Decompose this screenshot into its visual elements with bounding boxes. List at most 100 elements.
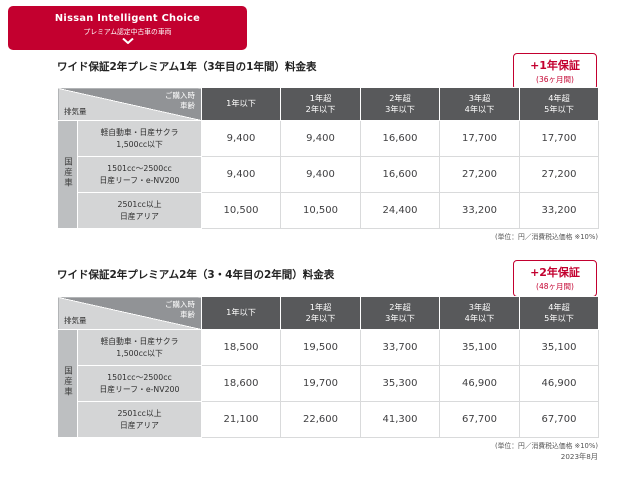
price-cell: 9,400 — [280, 156, 361, 193]
badge-main-text: +2年保証 — [530, 266, 580, 279]
footer-date: 2023年8月 — [560, 452, 598, 461]
axis-line: ご購入時 — [165, 300, 195, 309]
header-line: 1年超 — [309, 92, 332, 103]
table-row: 1501cc〜2500cc 日産リーフ・e-NV200 9,400 9,400 1… — [58, 156, 599, 193]
table1-price-table: ご購入時 車齢 排気量 1年以下 1年超 2年以下 2年超 3年以下 3年超 4年以下… — [57, 87, 599, 229]
nissan-brand-banner: Nissan Intelligent Choice プレミアム認定中古車の車両 — [8, 6, 247, 50]
header-line: 3年超 — [468, 301, 491, 312]
purchase-age-axis-label: ご購入時 車齢 — [165, 91, 195, 111]
header-line: 1年以下 — [226, 307, 256, 318]
table-row: 国産車 軽自動車・日産サクラ 1,500cc以下 18,500 19,500 33… — [57, 329, 599, 438]
axis-corner-cell: ご購入時 車齢 排気量 — [57, 87, 202, 121]
price-cell: 33,700 — [360, 329, 440, 366]
row-label-cell: 軽自動車・日産サクラ 1,500cc以下 — [77, 329, 202, 366]
col-header: 1年以下 — [201, 296, 281, 330]
table2-price-table: ご購入時 車齢 排気量 1年以下 1年超 2年以下 2年超 3年以下 3年超 4年以下… — [57, 296, 599, 438]
label-line: 軽自動車・日産サクラ — [100, 128, 179, 138]
price-cell: 33,200 — [519, 192, 599, 229]
header-line: 3年超 — [468, 92, 491, 103]
col-header: 2年超 3年以下 — [360, 87, 440, 121]
label-line: 2501cc以上 — [117, 200, 162, 210]
row-label-cell: 2501cc以上 日産アリア — [77, 401, 202, 438]
row-label-cell: 2501cc以上 日産アリア — [77, 192, 202, 229]
price-cell: 33,200 — [439, 192, 520, 229]
col-header: 2年超 3年以下 — [360, 296, 440, 330]
header-line: 2年超 — [389, 92, 411, 103]
header-line: 4年超 — [548, 92, 570, 103]
price-cell: 16,600 — [360, 120, 440, 157]
row-label-cell: 1501cc〜2500cc 日産リーフ・e-NV200 — [77, 365, 202, 402]
price-cell: 19,700 — [280, 365, 361, 402]
axis-line: 車齢 — [180, 310, 195, 320]
price-cell: 21,100 — [201, 401, 281, 438]
unit-note: (単位：円／消費税込価格 ※10%) — [494, 442, 598, 450]
price-cell: 46,900 — [439, 365, 520, 402]
brand-subtitle: プレミアム認定中古車の車両 — [83, 27, 172, 36]
price-cell: 27,200 — [439, 156, 520, 193]
table-row: 国産車 軽自動車・日産サクラ 1,500cc以下 9,400 9,400 16,6… — [57, 120, 599, 229]
header-line: 5年以下 — [544, 104, 574, 114]
col-header: 3年超 4年以下 — [439, 296, 520, 330]
header-line: 2年以下 — [305, 313, 336, 323]
price-cell: 18,600 — [201, 365, 281, 402]
label-line: 日産アリア — [120, 420, 159, 430]
axis-line: ご購入時 — [165, 91, 195, 100]
table2-title: ワイド保証2年プレミアム2年（3・4年目の2年間）料金表 — [57, 269, 335, 281]
price-cell: 17,700 — [439, 120, 520, 157]
price-cell: 24,400 — [360, 192, 440, 229]
price-cell: 35,300 — [360, 365, 440, 402]
col-header: 1年超 2年以下 — [280, 296, 361, 330]
price-cell: 18,500 — [201, 329, 281, 366]
table2-warranty-badge: +2年保証 (48ヶ月間) — [513, 260, 597, 297]
displacement-axis-label: 排気量 — [64, 107, 87, 116]
price-cell: 67,700 — [519, 401, 599, 438]
price-cell: 9,400 — [201, 156, 281, 193]
header-line: 4年以下 — [464, 313, 495, 323]
group-label: 国産車 — [62, 365, 73, 398]
header-line: 4年超 — [548, 301, 570, 312]
col-header: 1年以下 — [201, 87, 281, 121]
purchase-age-axis-label: ご購入時 車齢 — [165, 300, 195, 320]
col-header: 4年超 5年以下 — [519, 87, 599, 121]
row-label-cell: 軽自動車・日産サクラ 1,500cc以下 — [77, 120, 202, 157]
axis-corner-cell: ご購入時 車齢 排気量 — [57, 296, 202, 330]
row-label-cell: 1501cc〜2500cc 日産リーフ・e-NV200 — [77, 156, 202, 193]
price-cell: 16,600 — [360, 156, 440, 193]
label-line: 日産リーフ・e-NV200 — [99, 384, 180, 394]
displacement-axis-label: 排気量 — [64, 316, 87, 325]
header-line: 1年超 — [309, 301, 332, 312]
header-line: 2年以下 — [305, 104, 336, 114]
badge-sub-text: (36ヶ月間) — [536, 75, 574, 84]
header-line: 2年超 — [389, 301, 411, 312]
header-line: 4年以下 — [464, 104, 495, 114]
price-cell: 17,700 — [519, 120, 599, 157]
price-cell: 22,600 — [280, 401, 361, 438]
label-line: 2501cc以上 — [117, 409, 162, 419]
domestic-car-group-cell: 国産車 — [57, 329, 78, 438]
price-cell: 46,900 — [519, 365, 599, 402]
table-row: 2501cc以上 日産アリア 21,100 22,600 41,300 67,70… — [58, 401, 599, 438]
table-row: 2501cc以上 日産アリア 10,500 10,500 24,400 33,20… — [58, 192, 599, 229]
table1-warranty-badge: +1年保証 (36ヶ月間) — [513, 53, 597, 90]
label-line: 1,500cc以下 — [116, 139, 163, 149]
label-line: 日産リーフ・e-NV200 — [99, 175, 180, 185]
header-line: 3年以下 — [385, 104, 415, 114]
header-line: 3年以下 — [385, 313, 415, 323]
price-cell: 67,700 — [439, 401, 520, 438]
table-header-row: ご購入時 車齢 排気量 1年以下 1年超 2年以下 2年超 3年以下 3年超 4年以下… — [57, 87, 599, 121]
label-line: 1,500cc以下 — [116, 348, 163, 358]
price-cell: 35,100 — [519, 329, 599, 366]
price-cell: 10,500 — [280, 192, 361, 229]
group-label: 国産車 — [62, 156, 73, 189]
header-line: 1年以下 — [226, 98, 256, 109]
brand-title: Nissan Intelligent Choice — [54, 12, 201, 24]
label-line: 軽自動車・日産サクラ — [100, 337, 179, 347]
col-header: 1年超 2年以下 — [280, 87, 361, 121]
badge-main-text: +1年保証 — [530, 59, 580, 72]
badge-sub-text: (48ヶ月間) — [536, 282, 574, 291]
price-cell: 41,300 — [360, 401, 440, 438]
price-cell: 35,100 — [439, 329, 520, 366]
table1-title: ワイド保証2年プレミアム1年（3年目の1年間）料金表 — [57, 61, 317, 73]
table-header-row: ご購入時 車齢 排気量 1年以下 1年超 2年以下 2年超 3年以下 3年超 4年以下… — [57, 296, 599, 330]
